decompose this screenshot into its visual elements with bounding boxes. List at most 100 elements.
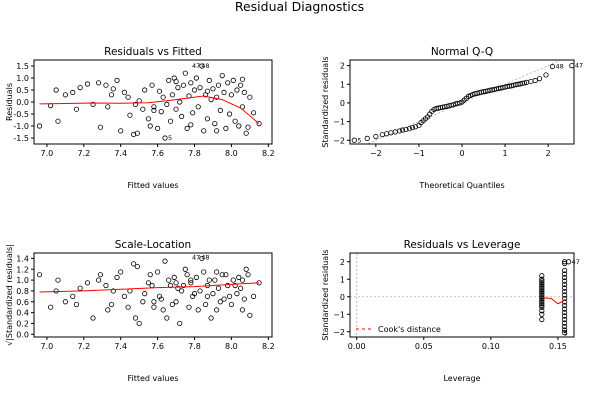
- data-point: [140, 299, 146, 305]
- data-point: [536, 76, 543, 82]
- panel-title: Residuals vs Fitted: [104, 46, 202, 58]
- panel-title: Scale-Location: [115, 239, 191, 251]
- data-point: [175, 285, 181, 291]
- data-point: [539, 292, 545, 298]
- plot-area: [351, 60, 574, 144]
- data-point: [388, 130, 394, 136]
- data-point: [175, 85, 181, 91]
- x-tick-label: 8.2: [262, 149, 275, 158]
- data-point: [214, 269, 220, 275]
- data-point: [250, 293, 257, 299]
- data-point: [108, 301, 115, 308]
- x-tick-label: 7.2: [77, 149, 90, 158]
- data-point: [562, 302, 568, 309]
- outlier-label: 47: [192, 253, 200, 261]
- x-tick-label: 7.0: [41, 149, 54, 158]
- data-point: [239, 76, 246, 82]
- data-point: [193, 75, 199, 81]
- outlier-label: 5: [357, 136, 361, 144]
- data-point: [188, 122, 194, 128]
- data-point: [191, 87, 198, 93]
- data-point: [36, 123, 43, 129]
- data-point: [226, 293, 233, 299]
- data-point: [191, 291, 198, 297]
- data-point: [212, 277, 218, 283]
- x-tick-label: 7.4: [114, 342, 127, 351]
- x-tick-label: 7.6: [151, 342, 164, 351]
- y-tick-label: 1.4: [16, 254, 29, 263]
- data-point: [232, 282, 238, 289]
- data-point: [48, 304, 54, 310]
- data-point: [247, 312, 253, 318]
- data-point: [539, 281, 545, 288]
- data-point: [212, 121, 218, 127]
- data-point: [95, 277, 102, 283]
- data-point: [539, 302, 545, 309]
- data-point: [562, 271, 568, 277]
- data-point: [125, 304, 131, 310]
- x-tick-label: 8.0: [225, 149, 238, 158]
- data-point: [151, 299, 157, 305]
- outlier-label: 48: [201, 253, 209, 261]
- outlier-label: 47: [572, 258, 580, 266]
- x-tick-label: 2: [546, 149, 551, 158]
- data-point: [199, 255, 205, 262]
- x-tick-label: 0.00: [348, 342, 366, 351]
- data-point: [118, 269, 124, 275]
- y-tick-label: 0: [340, 293, 345, 302]
- data-point: [77, 85, 83, 91]
- y-tick-label: 0.2: [16, 319, 29, 328]
- data-point: [562, 267, 568, 274]
- x-tick-label: 0.10: [482, 342, 500, 351]
- x-tick-label: 7.8: [188, 342, 201, 351]
- data-point: [221, 89, 227, 96]
- data-point: [250, 110, 257, 116]
- y-tick-label: 0: [340, 99, 345, 108]
- data-point: [173, 106, 179, 112]
- y-tick-label: −1: [333, 310, 345, 319]
- data-point: [108, 92, 115, 98]
- data-point: [177, 99, 183, 105]
- data-point: [97, 124, 104, 130]
- y-tick-label: 1.5: [16, 62, 29, 71]
- data-point: [562, 278, 568, 284]
- data-point: [188, 277, 194, 283]
- data-point: [228, 92, 235, 98]
- data-point: [70, 89, 76, 96]
- data-point: [151, 104, 157, 110]
- data-point: [53, 87, 59, 93]
- data-point: [114, 77, 120, 84]
- data-point: [110, 86, 116, 92]
- data-point: [562, 309, 568, 316]
- outlier-label: 5: [564, 330, 568, 338]
- data-point: [201, 269, 207, 275]
- data-point: [156, 88, 163, 94]
- data-point: [521, 80, 528, 86]
- data-point: [110, 288, 116, 294]
- outlier-label: 47: [192, 62, 200, 70]
- y-tick-label: 0.6: [16, 298, 29, 307]
- y-tick-label: 2: [340, 258, 345, 267]
- data-point: [539, 304, 545, 310]
- data-point: [206, 77, 212, 84]
- data-point: [140, 106, 146, 112]
- y-tick-label: -1.5: [13, 134, 29, 143]
- data-point: [214, 307, 220, 313]
- data-point: [134, 130, 140, 136]
- data-point: [562, 320, 568, 326]
- data-point: [53, 288, 59, 294]
- data-point: [166, 77, 172, 84]
- data-point: [180, 282, 187, 289]
- data-point: [149, 82, 155, 88]
- data-point: [238, 285, 244, 291]
- data-point: [158, 296, 164, 302]
- data-point: [225, 282, 231, 289]
- data-point: [245, 272, 251, 278]
- data-point: [226, 111, 233, 117]
- data-point: [256, 121, 262, 127]
- data-point: [539, 283, 545, 289]
- data-point: [543, 72, 549, 78]
- data-point: [539, 301, 545, 307]
- x-axis-label: Leverage: [443, 374, 480, 383]
- x-tick-label: 8.2: [262, 342, 275, 351]
